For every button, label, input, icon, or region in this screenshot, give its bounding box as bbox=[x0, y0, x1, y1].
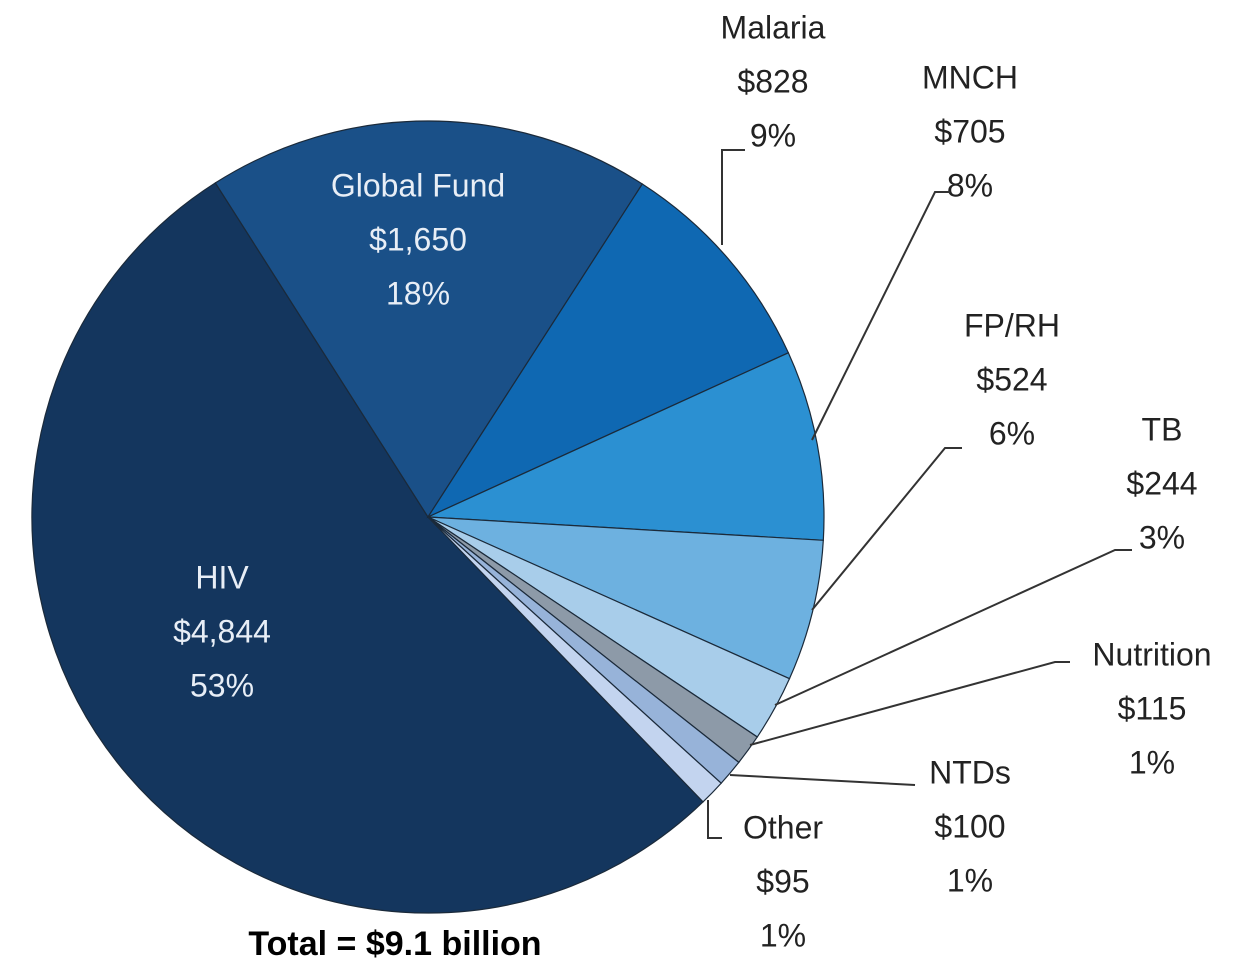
slice-share: 9% bbox=[750, 117, 796, 153]
slice-share: 1% bbox=[1129, 744, 1175, 780]
pie-slice bbox=[426, 183, 790, 519]
slice-value: $100 bbox=[934, 808, 1005, 844]
slice-value: $95 bbox=[756, 863, 809, 899]
slice-value: $705 bbox=[934, 113, 1005, 149]
slice-name: NTDs bbox=[929, 754, 1011, 790]
total-note: Total = $9.1 billion bbox=[248, 925, 541, 963]
slice-name: MNCH bbox=[922, 59, 1018, 95]
slice-share: 53% bbox=[190, 667, 254, 703]
leader-line bbox=[729, 774, 916, 786]
pie-slice bbox=[214, 120, 644, 519]
slice-share: 6% bbox=[989, 415, 1035, 451]
slice-name: Global Fund bbox=[331, 167, 505, 203]
leader-line bbox=[721, 149, 745, 245]
slice-value: $115 bbox=[1118, 690, 1187, 726]
slice-name: Malaria bbox=[721, 9, 826, 45]
slice-value: $244 bbox=[1126, 465, 1197, 501]
slice-value: $524 bbox=[976, 361, 1047, 397]
leader-line bbox=[707, 800, 722, 839]
leader-line bbox=[811, 191, 950, 441]
leader-line bbox=[811, 447, 962, 611]
slice-name: Nutrition bbox=[1092, 636, 1211, 672]
slice-value: $4,844 bbox=[173, 613, 271, 649]
slice-name: TB bbox=[1142, 411, 1183, 447]
pie-slice bbox=[427, 516, 824, 680]
slice-name: HIV bbox=[195, 559, 249, 595]
pie-slice bbox=[427, 352, 825, 541]
pie-slice bbox=[427, 516, 723, 803]
slice-share: 8% bbox=[947, 167, 993, 203]
slice-share: 3% bbox=[1139, 519, 1185, 555]
slice-name: FP/RH bbox=[964, 307, 1060, 343]
slice-share: 18% bbox=[386, 275, 450, 311]
slice-share: 1% bbox=[947, 862, 993, 898]
slice-value: $1,650 bbox=[369, 221, 467, 257]
leader-line bbox=[774, 549, 1132, 706]
slice-value: $828 bbox=[737, 63, 808, 99]
pie-slice bbox=[31, 182, 704, 914]
slice-name: Other bbox=[743, 809, 823, 845]
leader-line bbox=[749, 661, 1070, 746]
slice-share: 1% bbox=[760, 917, 806, 953]
